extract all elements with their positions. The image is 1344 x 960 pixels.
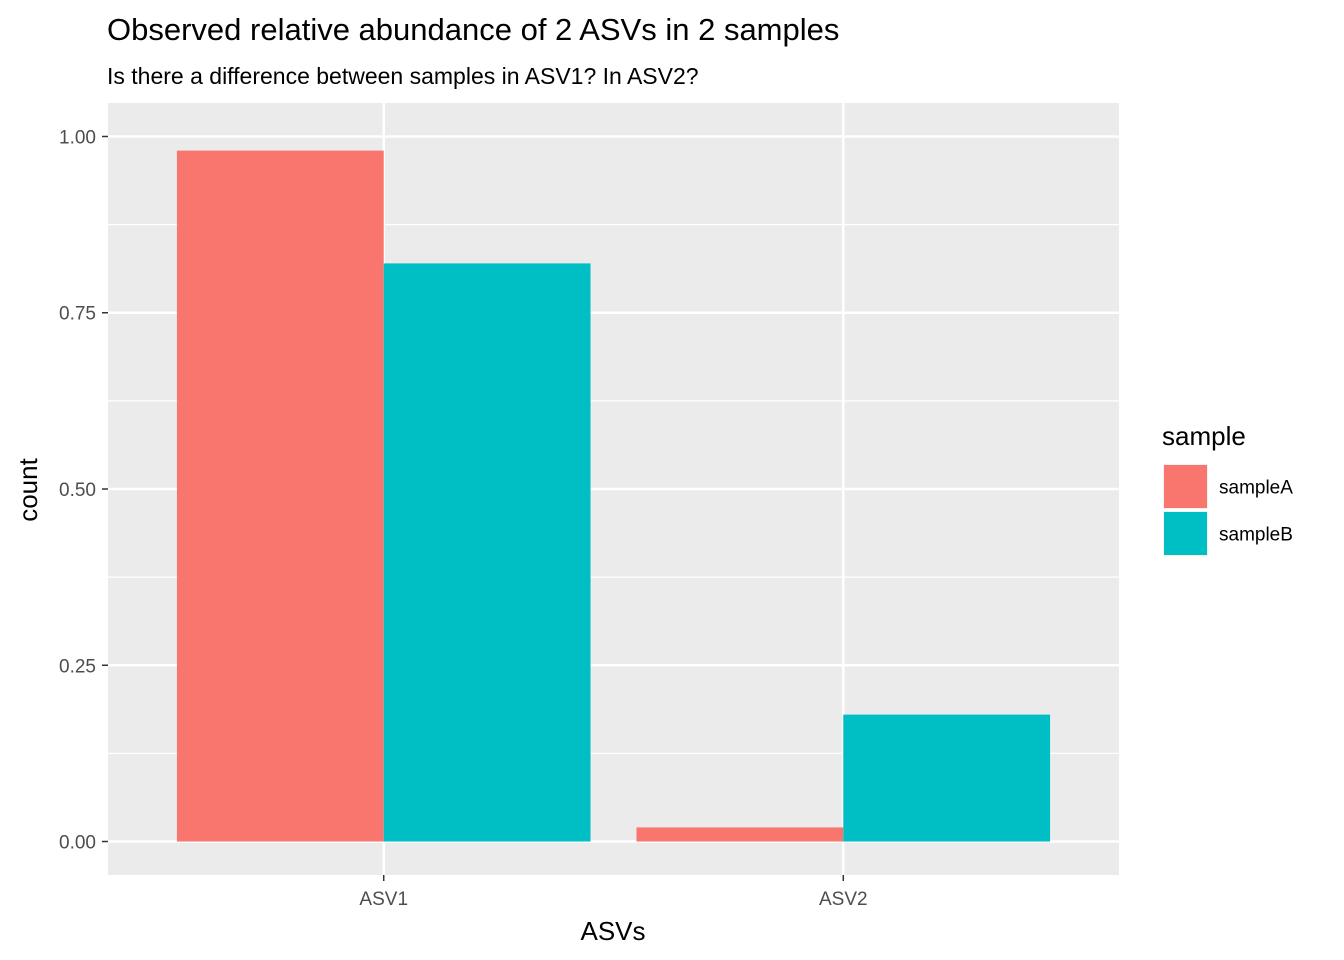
legend-label-sampleA: sampleA: [1219, 478, 1293, 499]
bar-sampleB-ASV1: [383, 263, 591, 842]
bar-sampleA-ASV1: [176, 150, 384, 842]
y-tick-label: 0.25: [59, 656, 96, 677]
y-axis-title: count: [13, 457, 43, 521]
y-tick-label: 0.00: [59, 833, 96, 854]
bar-sampleB-ASV2: [843, 714, 1051, 842]
y-tick-label: 0.50: [59, 480, 96, 501]
legend-key-sampleA: [1164, 465, 1207, 508]
x-tick-label: ASV1: [359, 889, 408, 910]
chart-subtitle: Is there a difference between samples in…: [107, 63, 699, 89]
plot-panel: [108, 103, 1119, 875]
x-axis: ASV1 ASV2: [359, 875, 868, 910]
y-tick-label: 1.00: [59, 127, 96, 148]
bar-sampleA-ASV2: [636, 827, 844, 842]
legend-key-sampleB: [1164, 512, 1207, 555]
chart-title: Observed relative abundance of 2 ASVs in…: [107, 12, 839, 47]
y-axis: 0.00 0.25 0.50 0.75 1.00: [59, 127, 108, 854]
x-axis-title: ASVs: [580, 916, 645, 946]
y-tick-label: 0.75: [59, 304, 96, 325]
bars: [176, 150, 1051, 842]
x-tick-label: ASV2: [819, 889, 868, 910]
legend-title: sample: [1162, 421, 1246, 451]
legend: sample sampleA sampleB: [1162, 421, 1293, 556]
legend-label-sampleB: sampleB: [1219, 525, 1293, 546]
